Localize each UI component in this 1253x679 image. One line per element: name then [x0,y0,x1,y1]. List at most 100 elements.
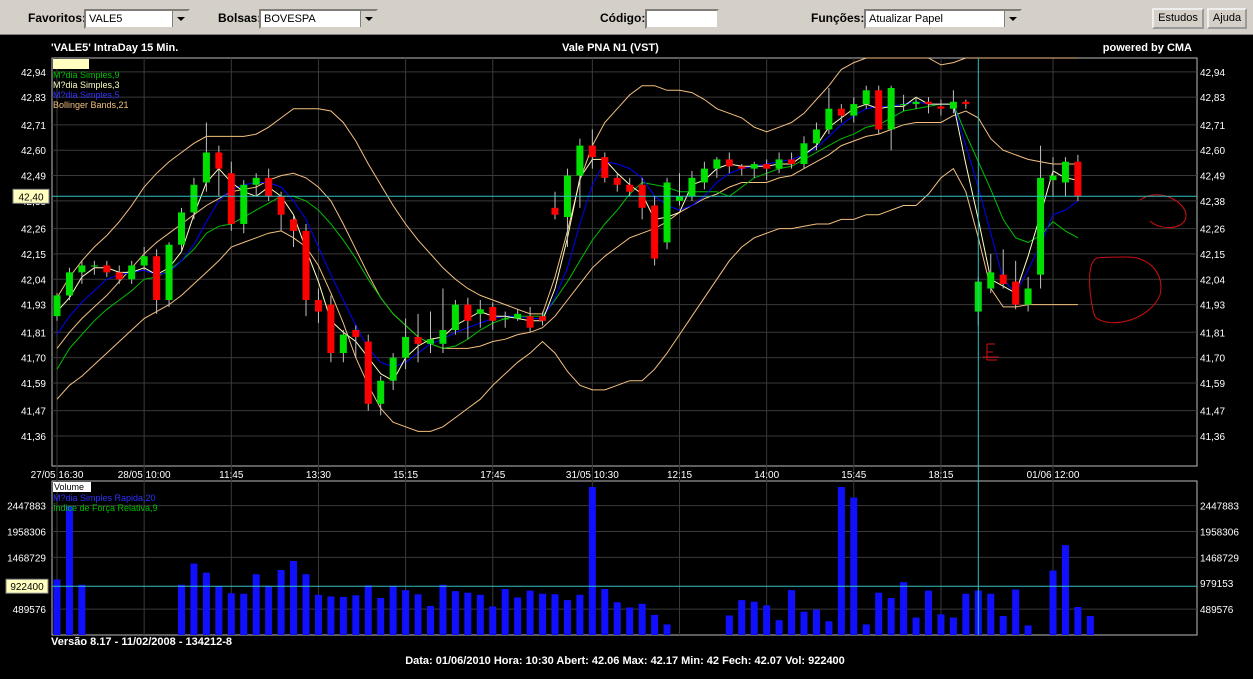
candle [427,311,434,354]
candle-body [153,256,161,301]
svg-text:42,40: 42,40 [18,192,43,203]
candle-body [925,101,932,105]
ajuda-button[interactable]: Ajuda [1207,8,1247,29]
candle-body [128,265,136,280]
candle-body [451,304,459,330]
candle-body [90,265,98,267]
price-tick-label: 42,83 [21,93,46,104]
volume-bar [78,584,86,635]
candle [563,168,571,248]
time-tick-label: 13:30 [306,470,331,481]
chevron-down-icon[interactable] [1004,11,1020,27]
price-tick-label: 42,71 [21,121,46,132]
candle [339,330,347,363]
price-tick-label: 42,94 [1200,68,1225,79]
candle [875,85,883,135]
volume-bar [402,590,410,635]
candle-body [812,129,820,144]
volume-bar [962,593,970,635]
candle [800,136,808,169]
volume-bar [563,600,571,635]
candle [937,99,945,116]
candle [576,138,584,208]
price-tick-label: 42,15 [21,250,46,261]
intraday-chart[interactable]: 'VALE5' IntraDay 15 Min. Vale PNA N1 (VS… [0,35,1253,679]
price-tick-label: 41,93 [1200,301,1225,312]
time-tick-label: 31/05 10:30 [566,470,619,481]
volume-bar [53,579,61,635]
funcoes-select[interactable]: Atualizar Papel [864,9,1022,29]
price-tick-label: 41,59 [21,379,46,390]
candle [314,288,322,324]
volume-bar [277,569,285,635]
candle [103,260,111,277]
volume-bar [451,591,459,635]
candle-body [738,166,746,169]
candle-body [103,265,111,273]
price-tick-label: 41,47 [1200,407,1225,418]
volume-bar [314,594,322,635]
candle [862,85,870,109]
candle [464,297,472,340]
price-pane [51,57,1198,467]
volume-bar [812,609,820,635]
candle-body [202,152,210,183]
candle [364,334,372,411]
price-tick-label: 41,93 [21,301,46,312]
volume-bar [427,605,434,635]
legend-bollinger: Bollinger Bands,21 [53,100,129,110]
volume-legend-blue: M?dia Simples Rapida,20 [53,493,156,503]
candle-body [788,159,796,165]
circle-annotation [1139,194,1187,229]
estudos-button[interactable]: Estudos [1152,8,1204,29]
price-tick-label: 42,83 [1200,93,1225,104]
candle [1049,157,1057,197]
volume-tick-label: 489576 [13,605,47,616]
toolbar: Favoritos: VALE5 Bolsas: BOVESPA Código:… [0,0,1253,35]
volume-bar [464,592,472,635]
candle-body [775,159,783,169]
volume-bar [526,590,534,635]
price-tick-label: 42,71 [1200,121,1225,132]
volume-bar [1061,545,1069,635]
volume-bar [937,614,945,635]
candle [900,94,908,112]
candle [215,145,223,197]
candle-body [265,177,273,197]
price-tick-label: 42,26 [1200,225,1225,236]
volume-bar [501,589,509,635]
candle-body [962,101,970,105]
volume-bar [613,602,621,635]
price-axis-right: 42,94 42,83 42,71 42,60 42,49 42,38 42,26 42,15… [1200,68,1225,443]
price-tick-label: 42,04 [1200,275,1225,286]
volume-tick-label: 2447883 [7,502,46,513]
favoritos-select[interactable]: VALE5 [84,9,190,29]
volume-bar [825,621,833,635]
chevron-down-icon[interactable] [360,11,376,27]
candle [526,306,534,333]
price-tick-label: 42,60 [1200,146,1225,157]
candle [53,293,61,321]
time-tick-label: 01/06 12:00 [1027,470,1080,481]
volume-tick-label: 979153 [1200,579,1234,590]
candle-body [663,182,671,243]
drawing-annotations [983,194,1187,361]
bolsas-select[interactable]: BOVESPA [259,9,378,29]
volume-bar [215,586,223,635]
candle [812,122,820,151]
candles [53,85,1082,416]
candle-body [115,272,123,280]
codigo-input[interactable] [645,9,719,29]
volume-bar [1074,606,1082,635]
candle-body [626,184,634,192]
price-tick-label: 41,81 [21,328,46,339]
volume-bar [551,594,559,635]
candle-body [937,106,945,109]
candle [887,85,895,151]
candle [352,325,360,358]
chevron-down-icon[interactable] [172,11,188,27]
volume-bar [377,598,385,635]
volume-bar [178,584,185,635]
candle-body [750,164,758,169]
volume-bar [912,617,920,635]
